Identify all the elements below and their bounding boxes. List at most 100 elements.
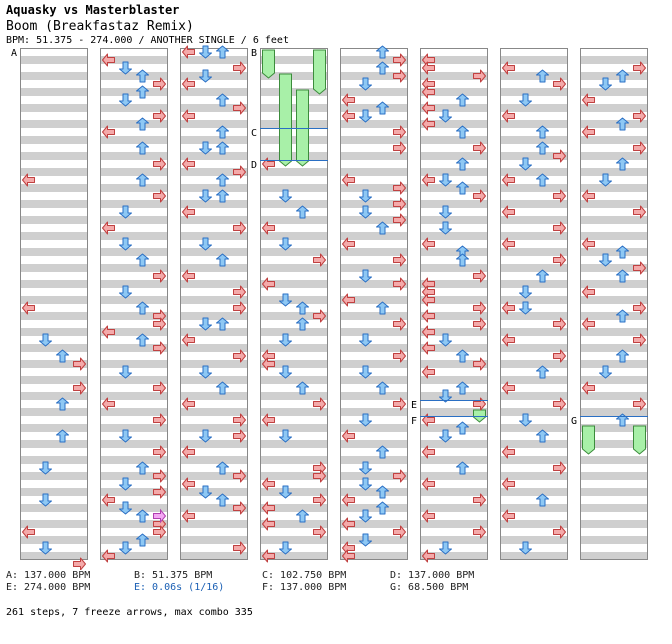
up-arrow [456, 461, 469, 475]
left-arrow [182, 477, 195, 491]
left-arrow [262, 477, 275, 491]
right-arrow [553, 149, 566, 163]
left-arrow [102, 325, 115, 339]
freeze-arrow [582, 425, 595, 455]
up-arrow [456, 421, 469, 435]
right-arrow [153, 341, 166, 355]
right-arrow [233, 301, 246, 315]
right-arrow [393, 349, 406, 363]
left-arrow [342, 293, 355, 307]
left-arrow [262, 221, 275, 235]
right-arrow [393, 69, 406, 83]
right-arrow [313, 469, 326, 483]
left-arrow [262, 277, 275, 291]
right-arrow [393, 141, 406, 155]
up-arrow [216, 317, 229, 331]
left-arrow [262, 357, 275, 371]
down-arrow [119, 285, 132, 299]
down-arrow [39, 541, 52, 555]
up-arrow [456, 181, 469, 195]
left-arrow [342, 109, 355, 123]
freeze-arrow [279, 73, 292, 167]
left-arrow [102, 549, 115, 563]
down-arrow [279, 485, 292, 499]
left-arrow [22, 173, 35, 187]
left-arrow [262, 501, 275, 515]
song-title: Boom (Breakfastaz Remix) [6, 19, 194, 34]
right-arrow [233, 221, 246, 235]
down-arrow [359, 413, 372, 427]
left-arrow [502, 205, 515, 219]
left-arrow [102, 53, 115, 67]
down-arrow [599, 173, 612, 187]
right-arrow [313, 397, 326, 411]
stop-legend-entry: E: 0.06s (1/16) [134, 582, 225, 593]
artist-name: Aquasky vs Masterblaster [6, 3, 180, 17]
chart-column [340, 48, 408, 560]
down-arrow [439, 109, 452, 123]
left-arrow [422, 477, 435, 491]
down-arrow [519, 93, 532, 107]
down-arrow [119, 429, 132, 443]
down-arrow [199, 237, 212, 251]
down-arrow [439, 205, 452, 219]
up-arrow [136, 85, 149, 99]
down-arrow [359, 365, 372, 379]
right-arrow [153, 317, 166, 331]
left-arrow [422, 509, 435, 523]
down-arrow [599, 77, 612, 91]
left-arrow [422, 237, 435, 251]
up-arrow [376, 45, 389, 59]
left-arrow [422, 325, 435, 339]
right-arrow [473, 357, 486, 371]
up-arrow [376, 61, 389, 75]
left-arrow [582, 189, 595, 203]
left-arrow [502, 509, 515, 523]
down-arrow [599, 253, 612, 267]
right-arrow [153, 189, 166, 203]
right-arrow [73, 381, 86, 395]
up-arrow [296, 381, 309, 395]
up-arrow [136, 461, 149, 475]
down-arrow [359, 333, 372, 347]
bpm-change-marker: F [411, 416, 417, 427]
left-arrow [182, 45, 195, 59]
right-arrow [553, 349, 566, 363]
up-arrow [456, 125, 469, 139]
right-arrow [553, 317, 566, 331]
down-arrow [519, 157, 532, 171]
down-arrow [439, 173, 452, 187]
down-arrow [199, 317, 212, 331]
left-arrow [262, 517, 275, 531]
right-arrow [393, 125, 406, 139]
right-arrow [153, 469, 166, 483]
left-arrow [262, 549, 275, 563]
left-arrow [582, 125, 595, 139]
up-arrow [616, 157, 629, 171]
down-arrow [519, 301, 532, 315]
left-arrow [182, 333, 195, 347]
right-arrow [473, 189, 486, 203]
left-arrow [582, 237, 595, 251]
up-arrow [216, 461, 229, 475]
right-arrow [153, 109, 166, 123]
down-arrow [39, 461, 52, 475]
right-arrow [153, 381, 166, 395]
up-arrow [216, 253, 229, 267]
right-arrow [553, 189, 566, 203]
left-arrow [342, 237, 355, 251]
down-arrow [279, 333, 292, 347]
step-chart: A B C D EF G [11, 45, 648, 570]
right-arrow [313, 525, 326, 539]
right-arrow [233, 285, 246, 299]
bpm-legend: A: 137.000 BPM B: 51.375 BPM C: 102.750 BP… [6, 570, 646, 598]
down-arrow [439, 221, 452, 235]
left-arrow [422, 445, 435, 459]
down-arrow [359, 205, 372, 219]
up-arrow [376, 381, 389, 395]
up-arrow [376, 445, 389, 459]
up-arrow [536, 493, 549, 507]
up-arrow [456, 253, 469, 267]
up-arrow [136, 173, 149, 187]
right-arrow [393, 397, 406, 411]
